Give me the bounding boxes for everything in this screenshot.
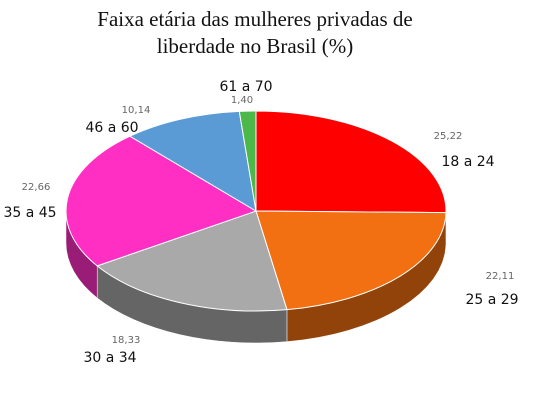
- slice: [96, 210, 288, 312]
- slice: [255, 110, 447, 214]
- value-label: 18,33: [112, 335, 141, 346]
- category-label: 18 a 24: [441, 154, 494, 170]
- chart-title: Faixa etária das mulheres privadas de li…: [97, 7, 413, 58]
- value-label: 1,40: [231, 95, 253, 106]
- category-label: 35 a 45: [3, 205, 56, 221]
- value-label: 25,22: [434, 131, 463, 142]
- value-label: 10,14: [122, 105, 151, 116]
- category-label: 30 a 34: [83, 350, 136, 366]
- slice: [65, 135, 258, 267]
- slice: [238, 110, 257, 212]
- slice: [128, 110, 257, 212]
- category-label: 25 a 29: [465, 292, 518, 308]
- category-label: 61 a 70: [219, 79, 272, 95]
- category-label: 46 a 60: [85, 120, 138, 136]
- slice: [255, 210, 447, 311]
- value-label: 22,11: [486, 271, 515, 282]
- value-label: 22,66: [22, 182, 51, 193]
